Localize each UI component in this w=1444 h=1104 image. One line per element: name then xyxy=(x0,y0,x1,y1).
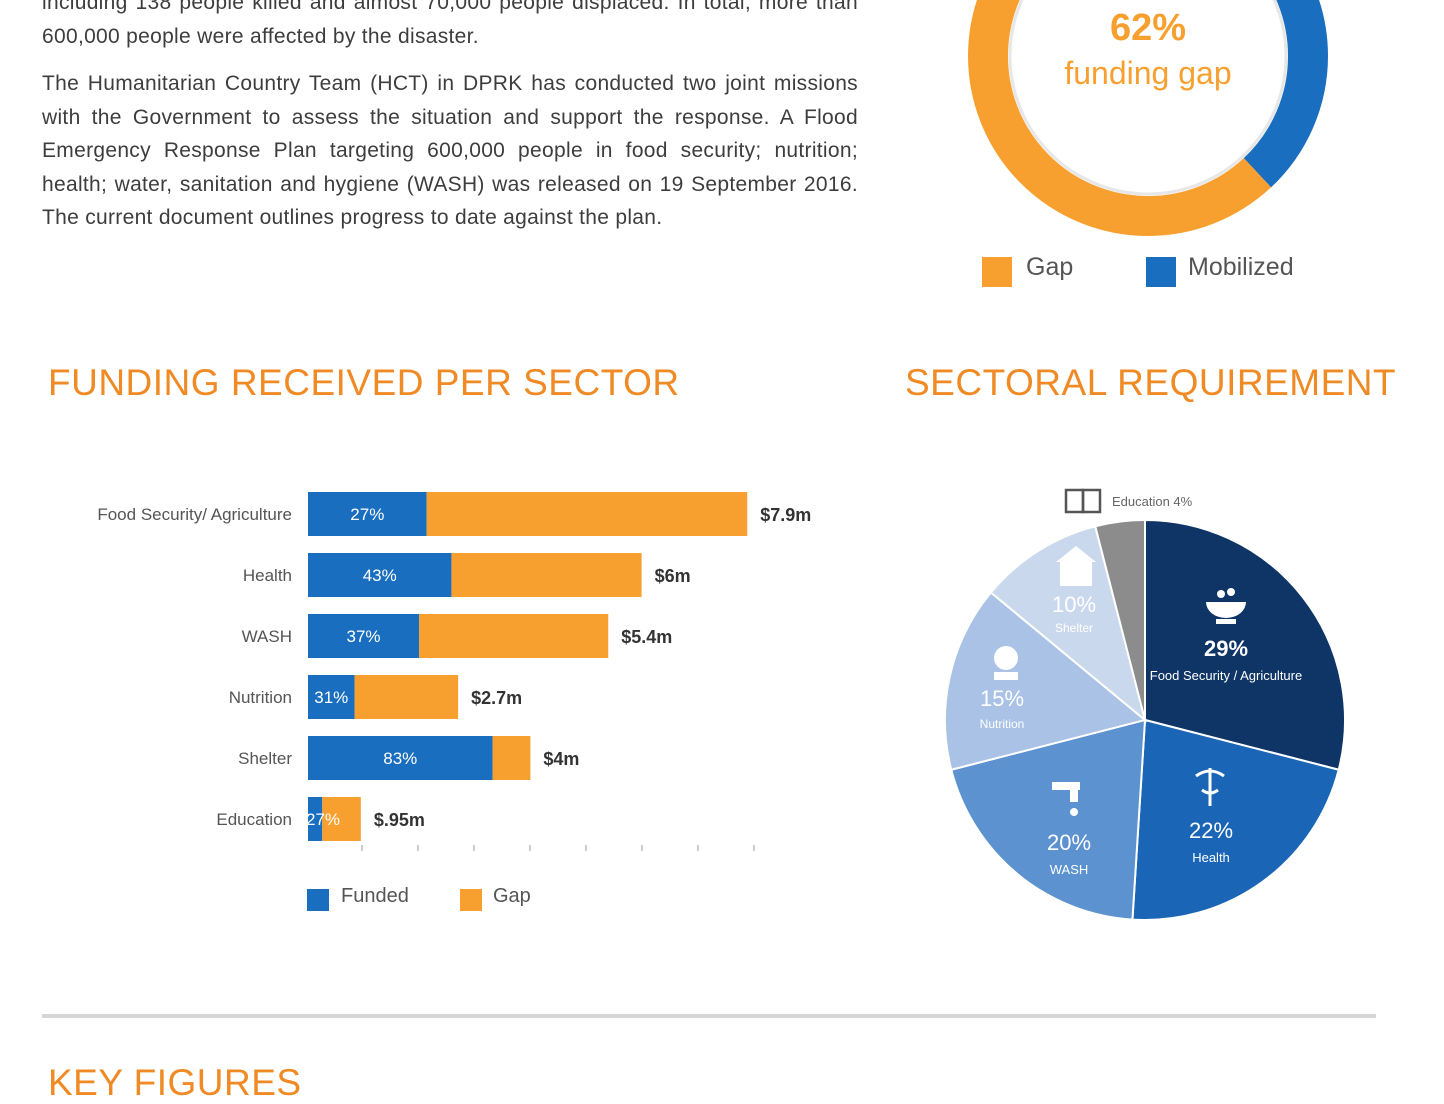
bar-category-label: Health xyxy=(243,566,292,585)
tap-icon xyxy=(1052,782,1080,816)
section-divider xyxy=(42,1014,1376,1018)
funded-swatch xyxy=(307,889,329,911)
donut-inner-ring xyxy=(1008,0,1288,196)
gap-swatch xyxy=(460,889,482,911)
intro-paragraph: The Humanitarian Country Team (HCT) in D… xyxy=(42,72,858,229)
intro-text: including 138 people killed and almost 7… xyxy=(42,0,858,249)
pie-pct-health: 22% xyxy=(1189,818,1233,843)
pie-slice-education xyxy=(1094,518,1146,721)
pie-pct-wash: 20% xyxy=(1047,830,1091,855)
key-figures-title: KEY FIGURES xyxy=(48,1062,302,1103)
bar-gap-food-security-agriculture xyxy=(426,492,748,536)
bar-category-label: WASH xyxy=(242,627,292,646)
pie-name-health: Health xyxy=(1192,850,1230,865)
bar-gap-health xyxy=(451,553,642,597)
funding-per-sector-title: FUNDING RECEIVED PER SECTOR xyxy=(48,362,680,403)
donut-slice-gap xyxy=(968,0,1328,236)
bar-funded-pct-label: 31% xyxy=(314,688,348,707)
funding-per-sector-bar-chart: Food Security/ Agriculture 27% $7.9m Health… xyxy=(97,492,811,851)
bar-gap-shelter xyxy=(492,736,531,780)
bar-funded-pct-label: 27% xyxy=(350,505,384,524)
bar-category-label: Food Security/ Agriculture xyxy=(97,505,292,524)
pie-pct-shelter: 10% xyxy=(1052,592,1096,617)
bar-funded-education xyxy=(308,797,323,841)
sectoral-requirement-pie-chart: Education 4% 29% Food Security / Agricul… xyxy=(944,488,1346,921)
bar-funded-pct-label: 27% xyxy=(306,810,340,829)
bar-requirement-label: $5.4m xyxy=(621,627,672,647)
bar-funded-pct-label: 37% xyxy=(347,627,381,646)
bar-category-label: Nutrition xyxy=(229,688,292,707)
gap-swatch xyxy=(982,257,1012,287)
legend-label-gap: Gap xyxy=(1026,253,1074,281)
donut-slice-mobilized xyxy=(968,0,1328,236)
funding-gap-donut-chart: 62% funding gap xyxy=(968,0,1328,236)
pie-slice-nutrition xyxy=(944,591,1148,771)
donut-slices xyxy=(968,0,1328,236)
bar-gap-nutrition xyxy=(354,675,459,719)
bar-gap-wash xyxy=(419,614,609,658)
mobilized-swatch xyxy=(1146,257,1176,287)
bar-funded-pct-label: 43% xyxy=(363,566,397,585)
pie-name-food: Food Security / Agriculture xyxy=(1150,668,1302,683)
legend-label-mobilized: Mobilized xyxy=(1188,253,1294,281)
legend-label-gap: Gap xyxy=(493,885,531,907)
funding-gap-percent: 62% xyxy=(1110,7,1186,49)
bar-requirement-label: $.95m xyxy=(374,810,425,830)
bar-category-label: Education xyxy=(216,810,292,829)
bar-gap-education xyxy=(322,797,361,841)
bar-funded-pct-label: 83% xyxy=(383,749,417,768)
pie-name-nutrition: Nutrition xyxy=(980,717,1025,731)
bowl-icon xyxy=(1206,588,1246,624)
education-label-group: Education 4% xyxy=(1064,488,1193,514)
pie-name-wash: WASH xyxy=(1050,862,1089,877)
pie-slice-food-security-agriculture xyxy=(1144,518,1346,771)
bar-requirement-label: $6m xyxy=(655,566,691,586)
pie-name-shelter: Shelter xyxy=(1055,621,1093,635)
child-icon xyxy=(994,646,1018,680)
funding-gap-caption: funding gap xyxy=(1064,55,1231,91)
bar-requirement-label: $2.7m xyxy=(471,688,522,708)
bar-funded-shelter xyxy=(308,736,493,780)
sectoral-requirement-title: SECTORAL REQUIREMENT xyxy=(905,362,1397,403)
bar-funded-wash xyxy=(308,614,420,658)
bar-funded-health xyxy=(308,553,452,597)
pie-pct-food: 29% xyxy=(1204,636,1248,661)
pie-pct-nutrition: 15% xyxy=(980,686,1024,711)
legend-label-funded: Funded xyxy=(341,885,409,907)
book-icon xyxy=(1064,488,1102,514)
house-icon xyxy=(1056,546,1096,586)
pie-slice-shelter xyxy=(989,525,1147,723)
pie-label-education: Education 4% xyxy=(1112,494,1193,509)
bar-requirement-label: $4m xyxy=(543,749,579,769)
intro-paragraph: including 138 people killed and almost 7… xyxy=(42,0,858,48)
bar-requirement-label: $7.9m xyxy=(760,505,811,525)
pie-slice-health xyxy=(1131,718,1340,921)
pie-slice-wash xyxy=(950,718,1147,921)
bar-category-label: Shelter xyxy=(238,749,292,768)
bar-funded-nutrition xyxy=(308,675,355,719)
caduceus-icon xyxy=(1195,768,1225,806)
bar-funded-food-security-agriculture xyxy=(308,492,427,536)
pie-slices xyxy=(944,518,1346,921)
